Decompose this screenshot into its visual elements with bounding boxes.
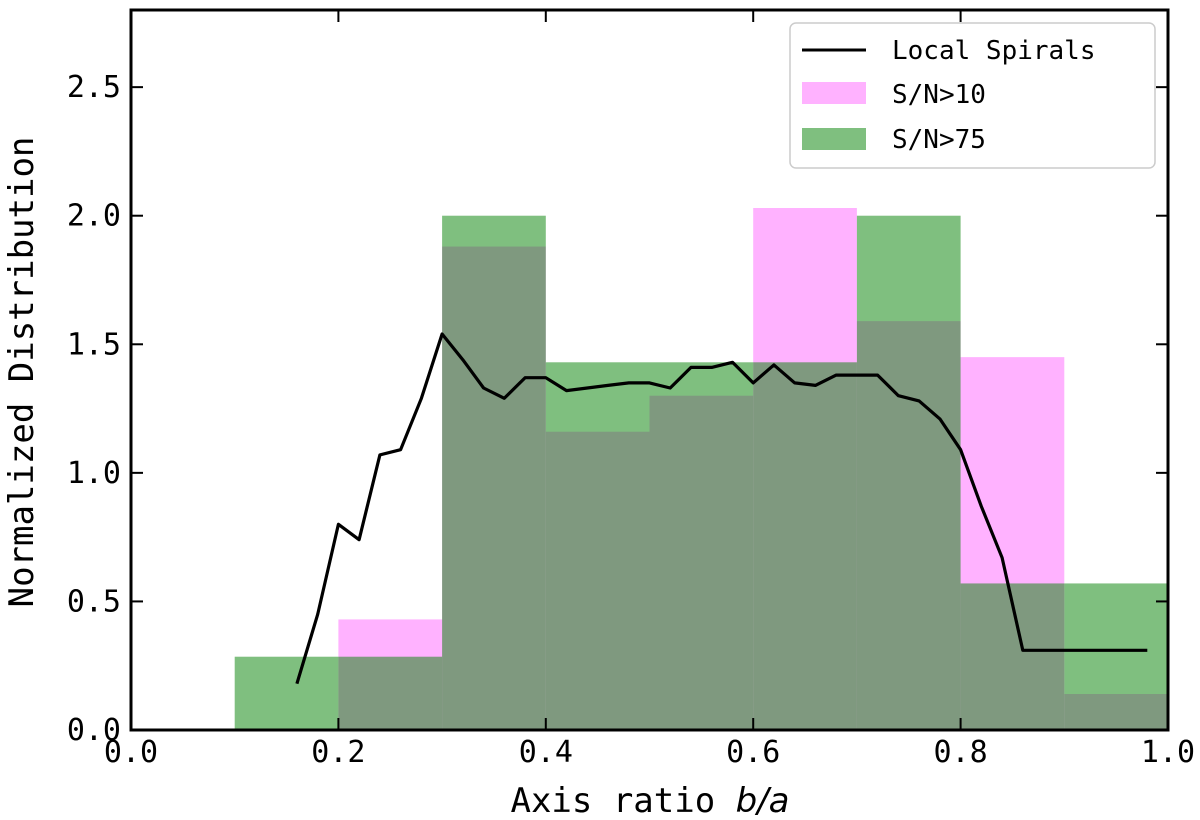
y-tick-label-2: 1.0 xyxy=(67,456,121,491)
x-tick-label-0: 0.0 xyxy=(104,735,158,770)
bar-sn75-bin-2 xyxy=(338,656,443,730)
bar-sn75-bin-4 xyxy=(545,362,650,730)
bar-sn75-bin-6 xyxy=(753,362,857,730)
legend-box xyxy=(789,22,1156,169)
legend-label-sn10: S/N>10 xyxy=(892,80,986,110)
bar-sn75-bin-7 xyxy=(856,215,961,730)
x-axis-label-text: Axis ratio xyxy=(510,781,735,820)
axis-tick-labels: 0.0 0.2 0.4 0.6 0.8 1.0 0.0 0.5 1.0 1.5 2.0 2.5 xyxy=(67,70,1195,770)
bar-sn75-bin-1 xyxy=(234,656,339,730)
y-tick-label-5: 2.5 xyxy=(67,70,121,105)
legend: Local Spirals S/N>10 S/N>75 xyxy=(789,22,1156,169)
axis-ticks xyxy=(130,10,1169,731)
y-tick-label-0: 0.0 xyxy=(67,713,121,748)
x-tick-label-4: 0.8 xyxy=(934,735,988,770)
legend-label-local-spirals: Local Spirals xyxy=(892,36,1096,66)
x-axis-label: Axis ratio b/a xyxy=(510,781,789,820)
x-tick-label-3: 0.6 xyxy=(726,735,780,770)
histogram-bars xyxy=(234,208,1168,731)
y-tick-label-1: 0.5 xyxy=(67,584,121,619)
x-tick-label-2: 0.4 xyxy=(519,735,573,770)
legend-label-sn75: S/N>75 xyxy=(892,125,986,155)
x-axis-label-math: b/a xyxy=(736,781,790,820)
local-spirals-line-layer xyxy=(295,332,1148,685)
x-tick-label-1: 0.2 xyxy=(311,735,365,770)
bar-sn75-bin-5 xyxy=(649,362,754,730)
legend-swatch-sn10 xyxy=(802,82,866,104)
y-tick-label-4: 2.0 xyxy=(67,199,121,234)
legend-swatch-sn75 xyxy=(802,128,866,150)
bar-sn75-bin-3 xyxy=(442,215,546,730)
y-tick-label-3: 1.5 xyxy=(67,327,121,362)
local-spirals-line xyxy=(295,332,1148,685)
x-tick-label-5: 1.0 xyxy=(1141,735,1195,770)
bar-sn75-bin-9 xyxy=(1064,583,1168,730)
plot-frame xyxy=(129,8,1170,732)
y-axis-label: Normalized Distribution xyxy=(2,137,42,608)
